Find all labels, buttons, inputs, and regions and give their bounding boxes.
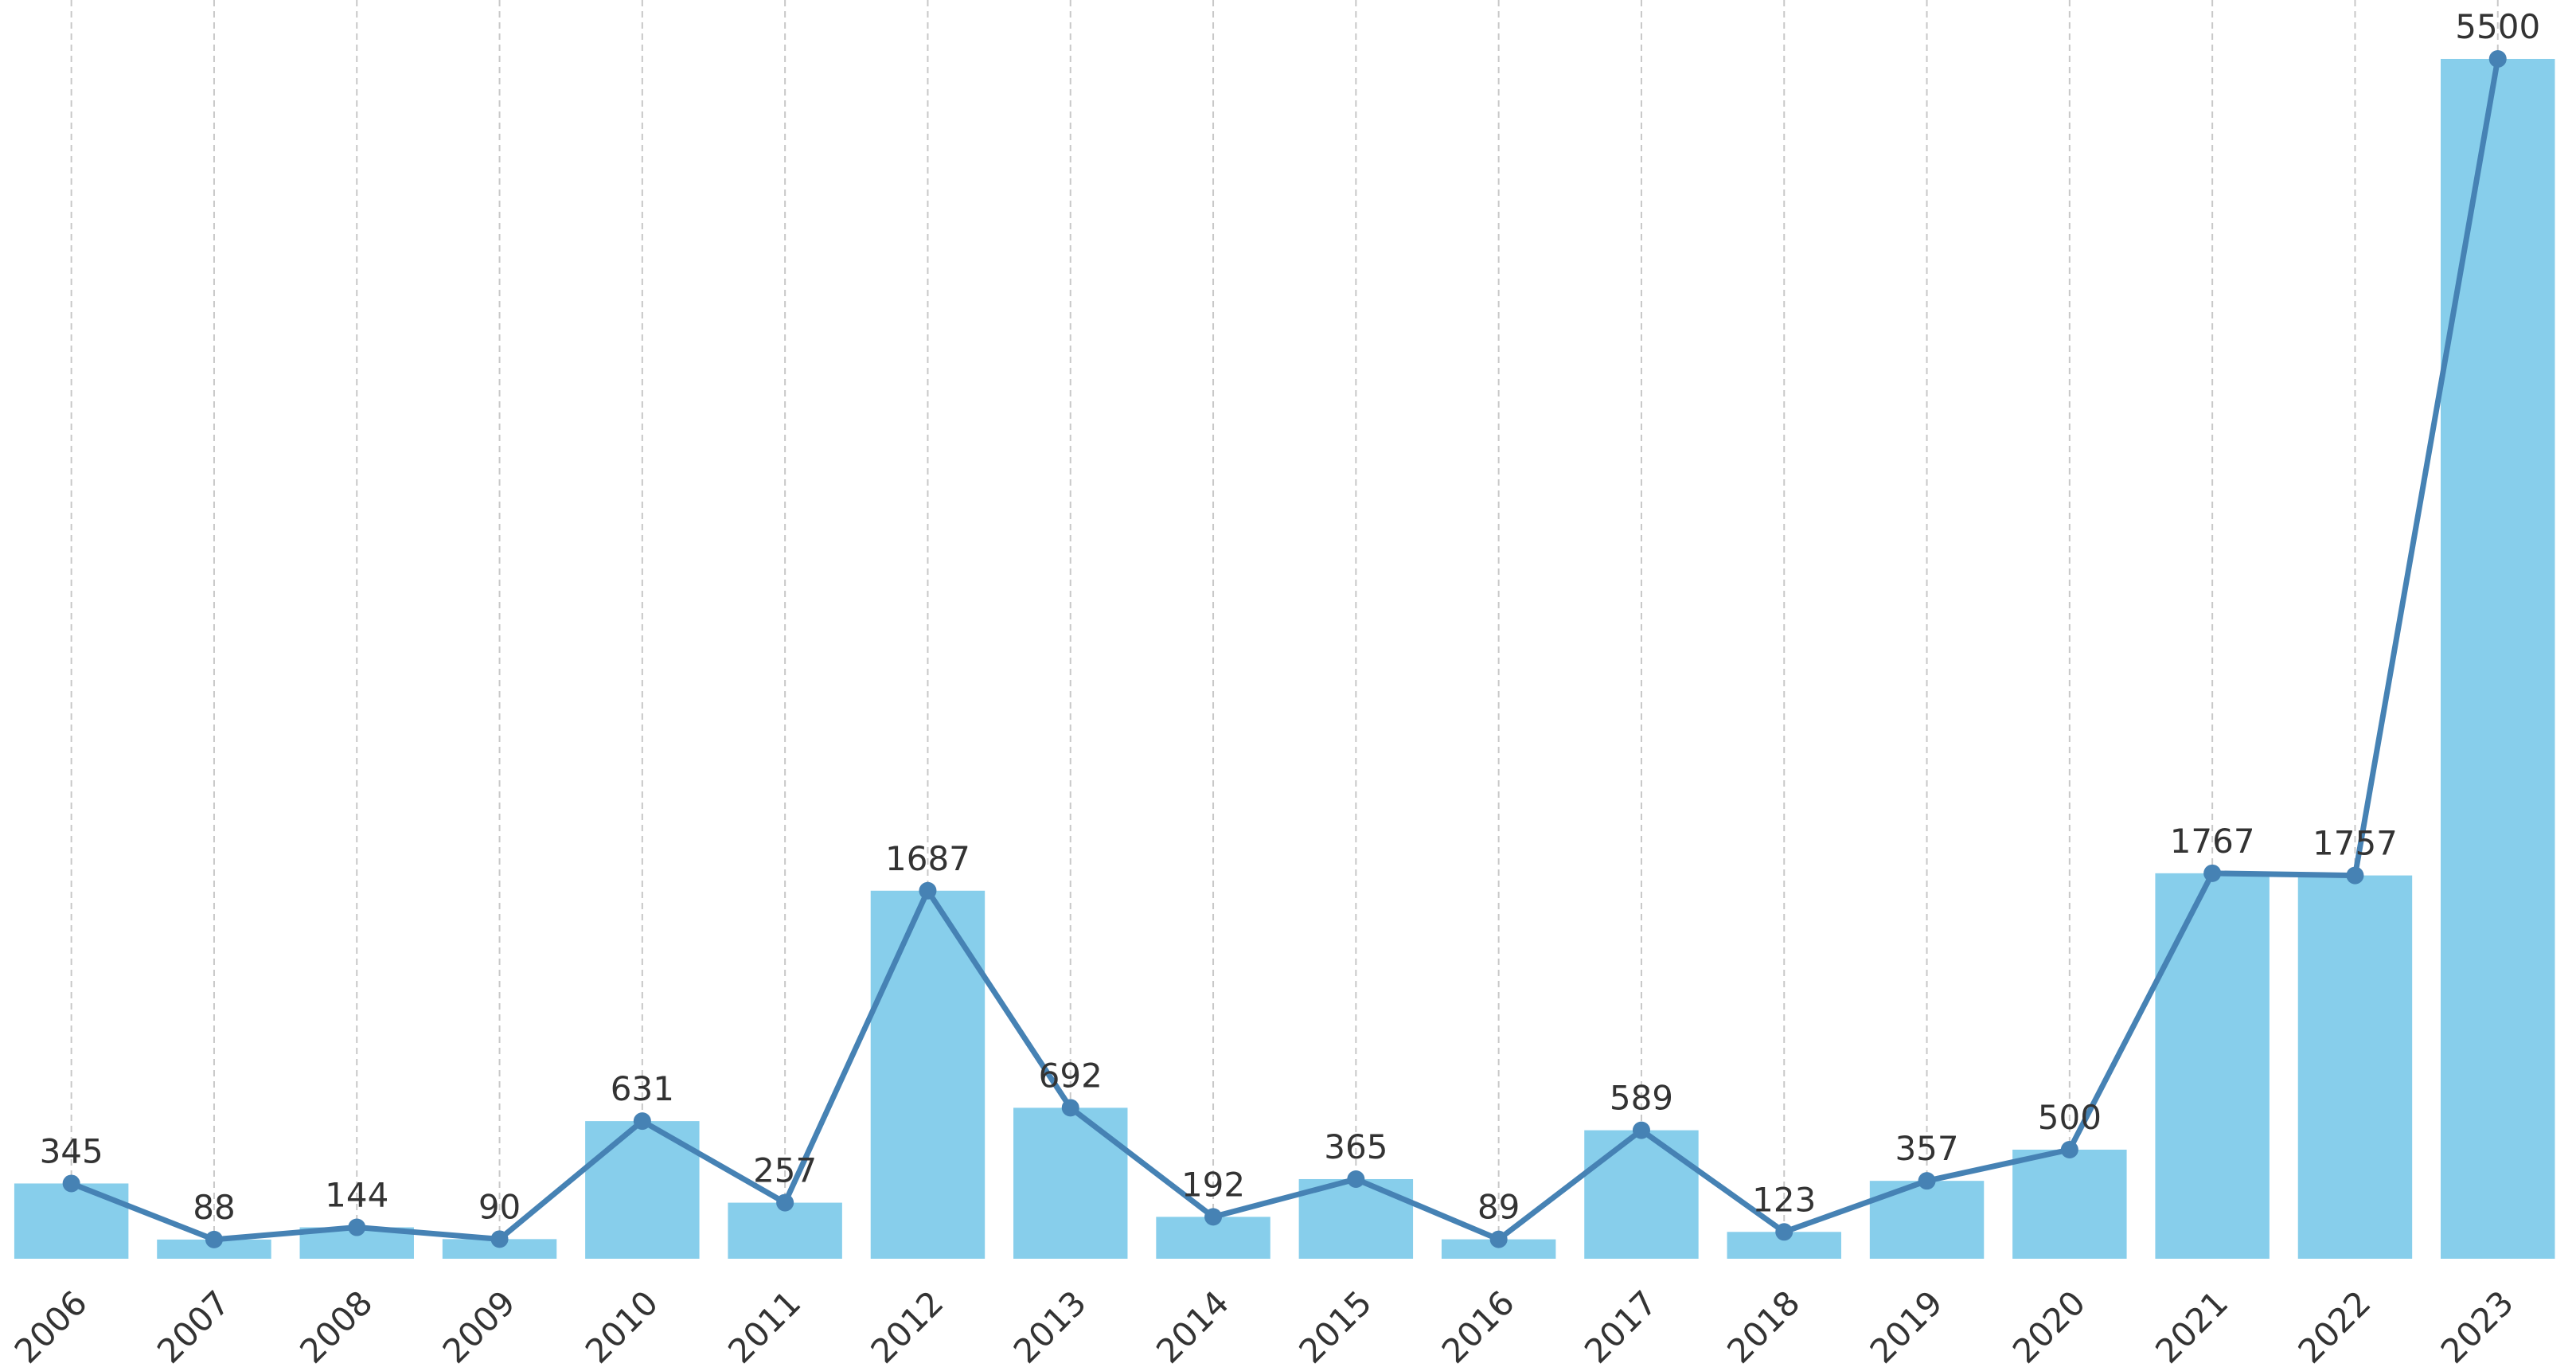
line [70, 58, 2501, 1243]
x-tick-label: 2012 [863, 1283, 950, 1371]
x-tick-label: 2016 [1434, 1283, 1522, 1371]
data-label: 192 [1181, 1165, 1245, 1204]
line-marker [1061, 1099, 1079, 1117]
line-marker [1918, 1172, 1936, 1190]
x-tick-label: 2009 [435, 1283, 523, 1371]
data-label: 500 [2038, 1098, 2102, 1137]
x-tick-label: 2010 [578, 1283, 665, 1371]
x-tick-label: 2007 [150, 1283, 237, 1371]
line-marker [205, 1230, 223, 1248]
bar [14, 1183, 129, 1259]
bar [1013, 1107, 1128, 1259]
data-label: 123 [1752, 1180, 1816, 1219]
x-tick-label: 2022 [2290, 1283, 2378, 1371]
data-label: 692 [1039, 1056, 1103, 1095]
x-tick-label: 2017 [1577, 1283, 1665, 1371]
bar [2297, 875, 2413, 1259]
x-tick-label: 2023 [2434, 1283, 2521, 1371]
x-tick-label: 2015 [1291, 1283, 1379, 1371]
bar [728, 1202, 842, 1259]
line-marker [490, 1230, 509, 1248]
data-label: 90 [478, 1187, 521, 1226]
line-marker [776, 1193, 794, 1212]
bar [2012, 1149, 2127, 1259]
data-label: 1757 [2313, 824, 2398, 863]
line-marker [1204, 1208, 1223, 1226]
bar [870, 890, 986, 1259]
x-tick-label: 2011 [720, 1283, 808, 1371]
data-label: 1767 [2170, 822, 2255, 861]
line-marker [1632, 1121, 1650, 1139]
x-tick-label: 2020 [2005, 1283, 2093, 1371]
data-label: 1687 [885, 839, 970, 878]
data-label: 365 [1324, 1127, 1388, 1166]
line-marker [2346, 866, 2364, 885]
bar [1584, 1130, 1699, 1259]
data-label: 589 [1610, 1079, 1673, 1118]
line-marker [2203, 864, 2222, 882]
data-label: 345 [40, 1131, 103, 1170]
x-tick-label: 2018 [1719, 1283, 1807, 1371]
line-marker [633, 1112, 651, 1131]
line-marker [1489, 1230, 1508, 1248]
data-label: 257 [753, 1151, 817, 1190]
x-tick-label: 2013 [1006, 1283, 1094, 1371]
x-tick-label: 2008 [292, 1283, 380, 1371]
line-marker [2488, 49, 2507, 68]
data-label: 357 [1895, 1129, 1958, 1168]
bar [2441, 58, 2555, 1259]
line-marker [919, 881, 937, 900]
data-label: 5500 [2455, 7, 2540, 46]
x-tick-label: 2014 [1149, 1283, 1236, 1371]
data-label: 88 [193, 1188, 235, 1227]
data-label: 631 [611, 1069, 674, 1108]
data-label: 89 [1477, 1188, 1520, 1227]
line-marker [1347, 1170, 1365, 1188]
line-marker [62, 1174, 80, 1193]
x-tick-label: 2019 [1863, 1283, 1950, 1371]
bar [2155, 873, 2270, 1259]
line-marker [348, 1218, 366, 1236]
line-marker [1775, 1223, 1793, 1241]
line-marker [2060, 1140, 2078, 1158]
x-tick-label: 2021 [2148, 1283, 2235, 1371]
data-label: 144 [325, 1176, 388, 1215]
x-tick-label: 2006 [7, 1283, 95, 1371]
